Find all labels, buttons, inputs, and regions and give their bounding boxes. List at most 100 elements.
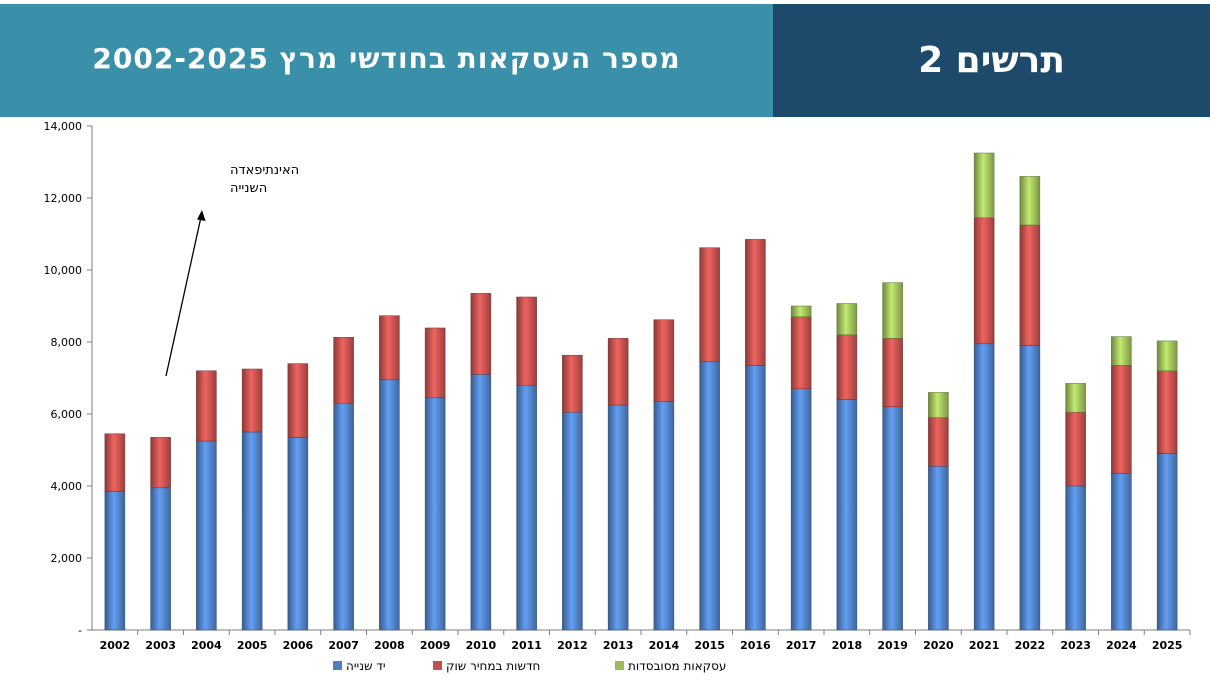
x-tick-label: 2008 <box>374 639 405 652</box>
bar-segment <box>104 433 126 492</box>
bar-segment <box>287 437 309 631</box>
x-tick-label: 2012 <box>557 639 588 652</box>
legend-label: יד שנייה <box>346 659 386 673</box>
x-tick-label: 2017 <box>786 639 817 652</box>
bar-segment <box>516 296 537 386</box>
bar-segment <box>196 370 217 442</box>
x-tick-label: 2019 <box>877 639 908 652</box>
y-tick-label: 6,000 <box>51 408 83 421</box>
y-tick-label: - <box>78 624 82 637</box>
annotation-text-line1: האינתיפאדה <box>230 163 299 178</box>
x-tick-label: 2005 <box>237 639 268 652</box>
bar-segment <box>1019 176 1041 226</box>
y-tick-label: 8,000 <box>51 336 83 349</box>
bar-segment <box>1019 345 1041 631</box>
bar-segment <box>745 365 766 631</box>
x-tick-label: 2013 <box>603 639 634 652</box>
bar-segment <box>1156 453 1178 631</box>
x-tick-label: 2002 <box>100 639 131 652</box>
x-tick-label: 2004 <box>191 639 222 652</box>
x-tick-label: 2007 <box>328 639 359 652</box>
bar-segment <box>379 379 400 631</box>
bar-segment <box>699 247 720 363</box>
x-tick-label: 2020 <box>923 639 954 652</box>
bar-segment <box>790 305 812 318</box>
x-tick-label: 2021 <box>969 639 1000 652</box>
bar-segment <box>973 217 995 345</box>
bar-segment <box>1065 383 1086 413</box>
bar-segment <box>333 402 354 631</box>
bar-segment <box>150 437 171 489</box>
bar-segment <box>928 465 949 631</box>
bar-segment <box>836 399 858 631</box>
x-tick-label: 2006 <box>283 639 314 652</box>
chart-title: מספר העסקאות בחודשי מרץ 2002-2025 <box>92 42 681 75</box>
title-panel: מספר העסקאות בחודשי מרץ 2002-2025 <box>0 4 773 117</box>
bar-segment <box>1065 411 1086 487</box>
bar-segment <box>882 282 903 339</box>
figure-label-panel: תרשים 2 <box>773 4 1210 117</box>
bar-segment <box>882 406 903 631</box>
bar-segment <box>1156 370 1178 454</box>
bar-segment <box>973 343 995 631</box>
x-tick-label: 2003 <box>145 639 176 652</box>
bar-segment <box>241 431 263 631</box>
legend-swatch <box>333 661 342 670</box>
x-tick-label: 2016 <box>740 639 771 652</box>
x-tick-label: 2009 <box>420 639 451 652</box>
x-tick-label: 2022 <box>1015 639 1046 652</box>
bar-segment <box>928 417 949 467</box>
bar-segment <box>653 319 675 402</box>
bar-segment <box>790 388 812 631</box>
bar-segment <box>424 327 446 399</box>
y-tick-label: 2,000 <box>51 552 83 565</box>
chart-annotation: האינתיפאדה השנייה <box>165 163 299 377</box>
header-banner: מספר העסקאות בחודשי מרץ 2002-2025 תרשים … <box>0 4 1210 117</box>
bar-segment <box>928 392 949 418</box>
x-tick-label: 2014 <box>649 639 680 652</box>
bar-segment <box>104 491 126 631</box>
bar-segment <box>1065 485 1086 631</box>
bar-segment <box>333 337 354 404</box>
annotation-arrow-head <box>197 210 206 221</box>
bar-segment <box>424 397 446 631</box>
bar-segment <box>150 487 171 631</box>
x-tick-label: 2018 <box>832 639 863 652</box>
bar-segment <box>836 303 858 336</box>
bar-segment <box>562 411 583 631</box>
bar-segment <box>653 401 675 631</box>
x-tick-label: 2024 <box>1106 639 1137 652</box>
bar-segment <box>562 355 583 413</box>
bar-segment <box>1111 336 1132 366</box>
bar-segment <box>973 152 995 219</box>
bar-segment <box>882 338 903 408</box>
y-tick-label: 12,000 <box>44 192 83 205</box>
x-tick-label: 2025 <box>1152 639 1183 652</box>
y-tick-label: 14,000 <box>44 120 83 133</box>
bar-segment <box>470 293 492 375</box>
legend-label: חדשות במחיר שוק <box>446 659 540 673</box>
bar-segment <box>1156 340 1178 372</box>
figure-label: תרשים 2 <box>918 40 1065 81</box>
chart-legend: יד שנייה חדשות במחיר שוק עסקאות מסובסדות <box>333 659 726 673</box>
x-tick-label: 2015 <box>694 639 725 652</box>
bar-segment <box>1111 473 1132 631</box>
legend-label: עסקאות מסובסדות <box>628 659 726 673</box>
bar-segment <box>745 239 766 366</box>
bar-segment <box>699 361 720 631</box>
bar-segment <box>196 440 217 631</box>
bar-segment <box>607 338 629 406</box>
bar-segment <box>836 334 858 400</box>
chart-axes: - 2,000 4,000 6,000 8,000 10,000 12,000 14,000 2… <box>44 120 1191 652</box>
bar-segment <box>241 368 263 433</box>
bar-segment <box>470 374 492 631</box>
annotation-text-line2: השנייה <box>230 181 267 196</box>
x-tick-label: 2023 <box>1060 639 1091 652</box>
bar-segment <box>607 404 629 631</box>
y-tick-label: 4,000 <box>51 480 83 493</box>
bar-segment <box>790 316 812 390</box>
bar-segment <box>516 384 537 631</box>
x-tick-label: 2011 <box>511 639 542 652</box>
bar-segment <box>287 363 309 438</box>
chart-bars <box>104 152 1178 631</box>
